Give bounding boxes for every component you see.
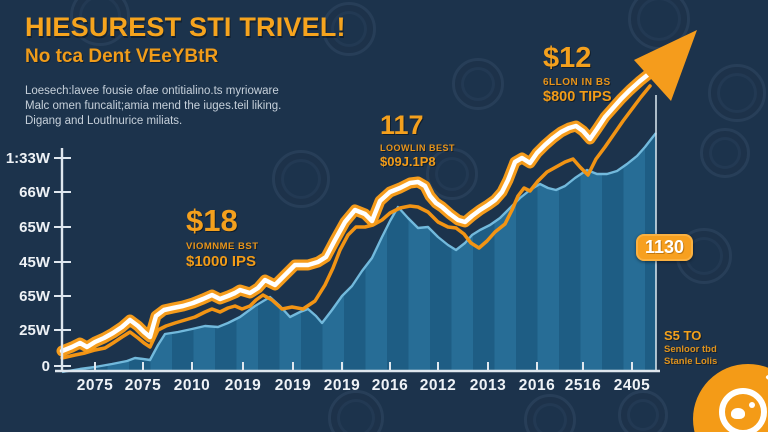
watermark-circle [708,64,766,122]
footnote-block: S5 TO Senloor tbd Stanle Lolis [664,328,717,367]
stat-callout-1000: $18 VIOMNME BST $1000 IPS [186,203,259,270]
page-subtitle: No tca Dent VEeYBtR [25,46,219,67]
stat-subvalue: $09J.1P8 [380,154,436,169]
x-axis-tick-label: 2012 [420,377,456,394]
area-series [62,133,656,372]
secondary-line-series [60,84,652,360]
y-axis-tick-label: 1:33W [6,150,51,167]
y-axis-tick-label: 0 [42,358,50,375]
x-axis-tick-label: 2016 [519,377,555,394]
stat-label: VIOMNME BST [186,241,259,252]
x-axis-tick-label: 2019 [324,377,360,394]
area-edge-line [61,132,657,374]
x-axis-tick-label: 2019 [275,377,311,394]
watermark-circle [322,2,376,56]
footnote-line: Senloor tbd [664,344,717,355]
description-line: Loesech:lavee fousie ofae ontitialino.ts… [25,85,279,97]
logo-ring-icon [719,388,767,432]
x-axis-tick-label: 2405 [614,377,650,394]
x-axis-tick-label: 2019 [225,377,261,394]
value-badge: 1130 [636,234,694,261]
watermark-circle [452,58,504,110]
description-line: Malc omen funcalit;amia mend the iuges.t… [25,100,282,112]
stat-subvalue: $800 TIPS [543,89,612,105]
watermark-circle [272,150,330,208]
description-text: Loesech:lavee fousie ofae ontitialino.ts… [25,84,335,129]
footnote-line: Stanle Lolis [664,356,718,367]
watermark-circle [426,148,478,200]
highlight-line-core [59,67,659,354]
x-axis-tick-label: 2516 [565,377,601,394]
stat-value: $18 [186,203,238,238]
watermark-circle [700,128,750,178]
y-axis-tick-label: 45W [19,254,51,271]
stat-callout-12: $12 6LLON IN BS $800 TIPS [543,42,612,105]
stat-value: $12 [543,42,592,74]
x-axis-tick-label: 2010 [174,377,210,394]
description-line: Digang and Loutlnurice miliats. [25,115,183,127]
watermark-circle [328,390,384,432]
y-axis-tick-label: 65W [19,288,51,305]
stat-value: 117 [380,110,424,140]
logo-dot-icon [749,402,755,408]
stat-callout-117: 117 LOOWLIN BEST $09J.1P8 [380,110,455,169]
stat-label: 6LLON IN BS [543,77,611,88]
page-title: HIESUREST STI TRIVEL! [25,12,346,42]
y-axis-tick-label: 25W [19,322,51,339]
footnote-title: S5 TO [664,328,702,343]
watermark-circle [70,0,130,46]
stat-label: LOOWLIN BEST [380,143,455,153]
y-axis-tick-label: 65W [19,219,51,236]
watermark-circle [618,390,668,432]
trend-arrow-icon [634,30,697,101]
watermark-circle [524,394,576,432]
x-axis-tick-label: 2075 [125,377,161,394]
x-axis-tick-label: 2013 [470,377,506,394]
logo-mark-icon [731,408,745,419]
stat-subvalue: $1000 IPS [186,253,257,270]
x-axis-tick-label: 2016 [372,377,408,394]
x-axis-tick-label: 2075 [77,377,113,394]
y-axis-tick-label: 66W [19,184,51,201]
